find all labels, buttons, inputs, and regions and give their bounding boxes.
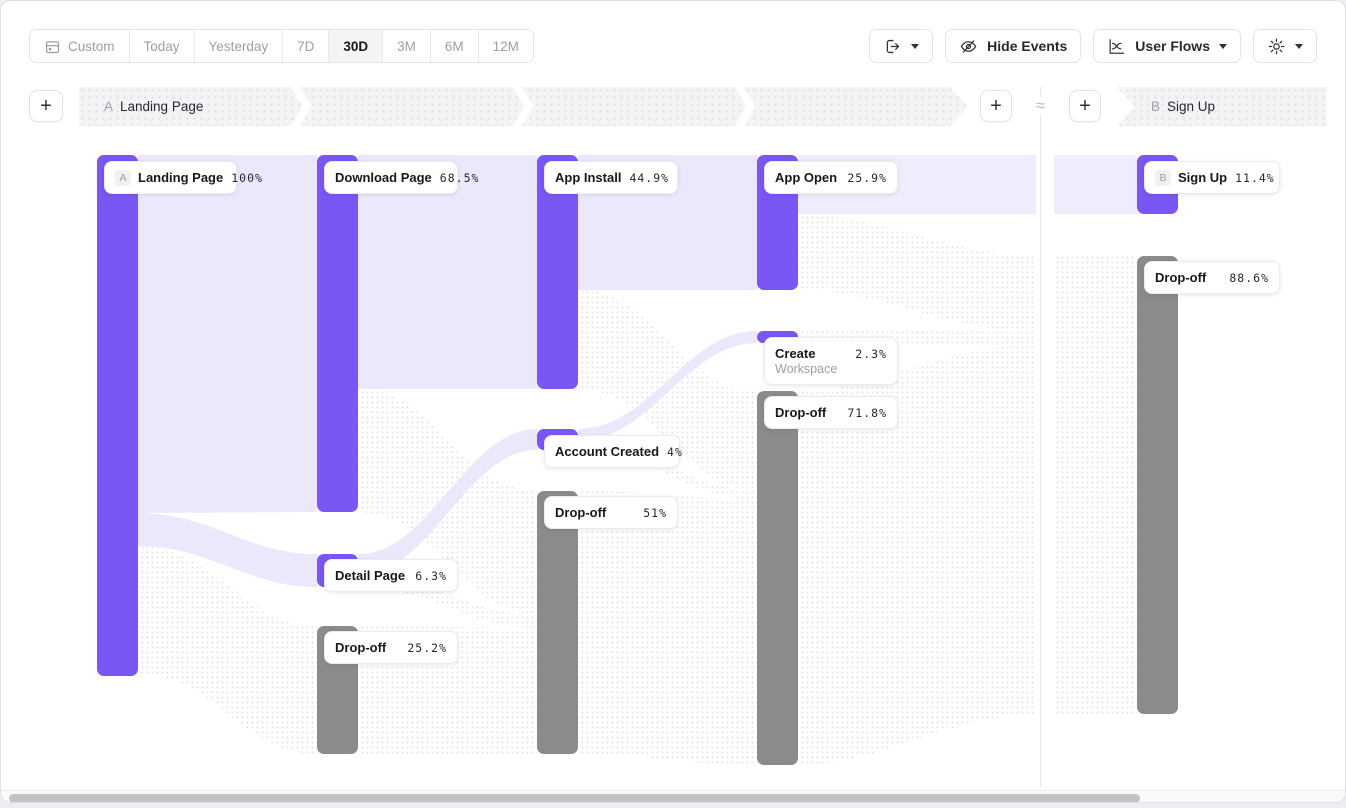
add-step-button-start[interactable]: + xyxy=(29,90,63,122)
node-card-app-install[interactable]: App Install 44.9% xyxy=(544,161,678,194)
node-dropoff-b-bar[interactable] xyxy=(1137,256,1178,714)
link-detail-account xyxy=(358,429,537,575)
node-app-install-bar[interactable] xyxy=(537,155,578,389)
link-appopen-dropoff-b xyxy=(798,214,1036,332)
link-dropoff-b-incoming xyxy=(1054,256,1137,714)
time-range-selector: Custom Today Yesterday 7D 30D 3M 6M 12M xyxy=(29,29,534,63)
time-range-6m[interactable]: 6M xyxy=(431,30,479,62)
user-flows-button[interactable]: User Flows xyxy=(1093,29,1241,63)
time-range-30d[interactable]: 30D xyxy=(329,30,384,62)
link-signup-incoming xyxy=(1054,155,1137,214)
node-card-dropoff-step4[interactable]: Drop-off 71.8% xyxy=(764,396,898,429)
add-step-button-b-start[interactable]: + xyxy=(1069,90,1101,122)
link-dropoff4-dropoff-b xyxy=(798,344,1036,765)
flow-b-bar[interactable]: B Sign Up xyxy=(1117,87,1327,126)
node-landing-page-bar[interactable] xyxy=(97,155,138,676)
node-card-create-workspace[interactable]: Create 2.3% Workspace xyxy=(764,337,898,385)
link-download-appinstall xyxy=(358,155,537,389)
time-range-custom[interactable]: Custom xyxy=(30,30,130,62)
approx-connector-icon: ≈ xyxy=(1034,96,1048,115)
time-range-12m[interactable]: 12M xyxy=(492,38,519,54)
flow-a-badge: A xyxy=(104,99,114,114)
calendar-icon xyxy=(44,38,61,55)
time-range-yesterday[interactable]: Yesterday xyxy=(195,30,284,62)
right-toolbar: Hide Events User Flows xyxy=(869,29,1317,63)
flow-b-badge: B xyxy=(1151,99,1161,114)
eye-off-icon xyxy=(959,37,978,56)
chevron-down-icon xyxy=(1295,43,1303,49)
export-icon xyxy=(883,37,902,56)
export-button[interactable] xyxy=(869,29,934,63)
link-dropoff3-dropoff4 xyxy=(578,491,757,765)
step-b-badge: B xyxy=(1155,169,1171,186)
add-step-button-a-end[interactable]: + xyxy=(980,90,1012,122)
node-card-detail-page[interactable]: Detail Page 6.3% xyxy=(324,559,458,592)
time-range-label: Custom xyxy=(68,38,115,54)
node-card-landing-page[interactable]: A Landing Page 100% xyxy=(104,161,262,194)
node-card-dropoff-step3[interactable]: Drop-off 51% xyxy=(544,496,678,529)
chevron-separator-icon xyxy=(291,87,311,126)
node-card-app-open[interactable]: App Open 25.9% xyxy=(764,161,898,194)
user-flows-chart-icon xyxy=(1107,37,1126,56)
user-flows-label: User Flows xyxy=(1135,38,1210,54)
node-card-sign-up[interactable]: B Sign Up 11.4% xyxy=(1144,161,1280,194)
chevron-separator-icon xyxy=(735,87,755,126)
flow-a-label: Landing Page xyxy=(120,99,204,114)
horizontal-scrollbar-track[interactable] xyxy=(1,790,1345,802)
chevron-down-icon xyxy=(1219,43,1227,49)
chevron-separator-icon xyxy=(513,87,533,126)
settings-button[interactable] xyxy=(1253,29,1317,63)
gear-icon xyxy=(1267,37,1286,56)
node-card-account-created[interactable]: Account Created 4% xyxy=(544,435,682,468)
section-divider xyxy=(1040,87,1041,787)
node-card-download-page[interactable]: Download Page 68.5% xyxy=(324,161,478,194)
node-download-page-bar[interactable] xyxy=(317,155,358,512)
node-card-dropoff-b[interactable]: Drop-off 88.6% xyxy=(1144,261,1280,294)
link-landing-dropoff xyxy=(138,546,317,754)
hide-events-button[interactable]: Hide Events xyxy=(945,29,1082,63)
link-landing-download xyxy=(138,155,317,513)
flow-b-label: Sign Up xyxy=(1167,99,1216,114)
sankey-chart xyxy=(97,155,1178,765)
flow-a-bar[interactable]: A Landing Page xyxy=(79,87,968,126)
link-landing-detail xyxy=(138,513,317,587)
hide-events-label: Hide Events xyxy=(987,38,1068,54)
horizontal-scrollbar-thumb[interactable] xyxy=(9,794,1140,802)
node-dropoff-step3-bar[interactable] xyxy=(537,491,578,754)
node-card-dropoff-step2[interactable]: Drop-off 25.2% xyxy=(324,631,458,664)
link-account-createws xyxy=(578,331,757,441)
time-range-today[interactable]: Today xyxy=(130,30,195,62)
time-range-7d[interactable]: 7D xyxy=(283,30,330,62)
node-dropoff-step4-bar[interactable] xyxy=(757,391,798,765)
time-range-3m[interactable]: 3M xyxy=(383,30,431,62)
step-a-badge: A xyxy=(115,169,131,186)
chevron-down-icon xyxy=(911,43,920,49)
